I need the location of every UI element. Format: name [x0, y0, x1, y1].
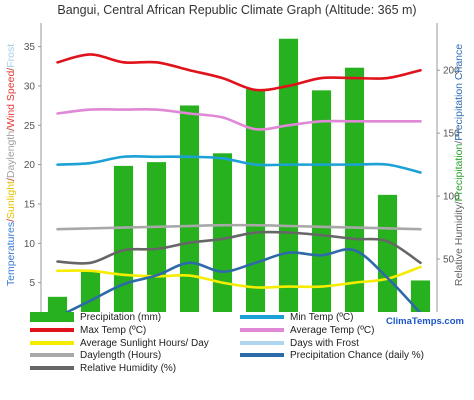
left-tick-label: 30	[24, 81, 36, 92]
axis-label-part: Sunlight	[5, 181, 17, 219]
legend-swatch	[30, 353, 74, 358]
axis-label-part: Wind Speed	[5, 71, 17, 128]
relative-humidity-line	[56, 230, 422, 265]
precipitation-bar	[344, 67, 365, 312]
axis-label-part: Precipitation Chance	[453, 44, 465, 141]
chart-title: Bangui, Central African Republic Climate…	[57, 3, 417, 17]
right-tick-label: 150	[443, 129, 460, 140]
climate-chart: 510152025303550100150200JanFebMarAprMayJ…	[5, 23, 465, 312]
max-temp-c-line	[56, 53, 422, 92]
left-tick-label: 10	[24, 239, 36, 250]
left-tick-label: 25	[24, 121, 36, 132]
right-tick-label: 50	[443, 255, 455, 266]
legend-label: Average Temp (ºC)	[290, 324, 375, 336]
precipitation-bar	[245, 89, 266, 312]
legend-swatch	[30, 327, 74, 332]
precipitation-bar	[278, 38, 299, 312]
legend-swatch	[240, 353, 284, 358]
left-tick-label: 15	[24, 199, 36, 210]
right-axis-label: Relative Humidity/Precipitation/Precipit…	[453, 44, 465, 286]
axis-label-part: /	[5, 68, 17, 71]
axis-label-part: Daylength	[5, 131, 17, 178]
legend-swatch	[240, 327, 284, 332]
brand-logo-text: ClimaTemps.com	[386, 316, 464, 327]
axis-label-part: Relative Humidity	[453, 204, 465, 286]
precipitation-bar	[47, 296, 68, 312]
legend-swatch	[30, 312, 74, 322]
left-tick-label: 20	[24, 160, 36, 171]
legend-label: Relative Humidity (%)	[80, 363, 177, 375]
legend-swatch	[30, 340, 74, 345]
axis-label-part: /	[453, 201, 465, 204]
left-tick-label: 5	[29, 278, 35, 289]
legend-swatch	[240, 340, 284, 345]
precipitation-bar	[80, 271, 101, 312]
axis-label-part: Temperatures	[5, 222, 17, 286]
chart-legend: Precipitation (mm) Min Temp (ºC) Max Temp …	[30, 312, 460, 394]
left-axis-label: Temperatures/Sunlight/Daylength/Wind Spe…	[5, 44, 17, 286]
axis-label-part: Frost	[5, 44, 17, 68]
precipitation-bar	[146, 162, 167, 312]
right-tick-label: 200	[443, 66, 460, 77]
left-tick-label: 35	[24, 42, 36, 53]
min-temp-c-line	[56, 155, 422, 174]
axis-label-part: /	[453, 141, 465, 144]
daylength-hours-line	[56, 223, 422, 231]
legend-label: Precipitation (mm)	[80, 312, 162, 323]
precipitation-chance-daily-line	[64, 248, 422, 312]
axis-label-part: /	[5, 178, 17, 181]
precipitation-bar	[410, 280, 431, 312]
axis-label-part: Precipitation	[453, 144, 465, 202]
legend-label: Average Sunlight Hours/ Day	[80, 337, 209, 349]
precipitation-bar	[311, 90, 332, 312]
legend-swatch	[30, 366, 74, 371]
legend-label: Max Temp (ºC)	[80, 324, 147, 336]
axis-label-part: /	[5, 219, 17, 222]
precipitation-bar	[377, 194, 398, 312]
precipitation-bar	[212, 153, 233, 312]
precipitation-bar	[113, 165, 134, 312]
right-tick-label: 100	[443, 192, 460, 203]
legend-label: Days with Frost	[290, 337, 359, 349]
legend-label: Min Temp (ºC)	[290, 312, 354, 323]
average-sunlight-hours-day-line	[56, 265, 422, 289]
legend-label: Precipitation Chance (daily %)	[290, 350, 424, 362]
precipitation-bar	[179, 105, 200, 312]
legend-label: Daylength (Hours)	[80, 350, 162, 362]
average-temp-c-line	[56, 107, 422, 131]
axis-label-part: /	[5, 128, 17, 131]
legend-swatch	[240, 315, 284, 319]
